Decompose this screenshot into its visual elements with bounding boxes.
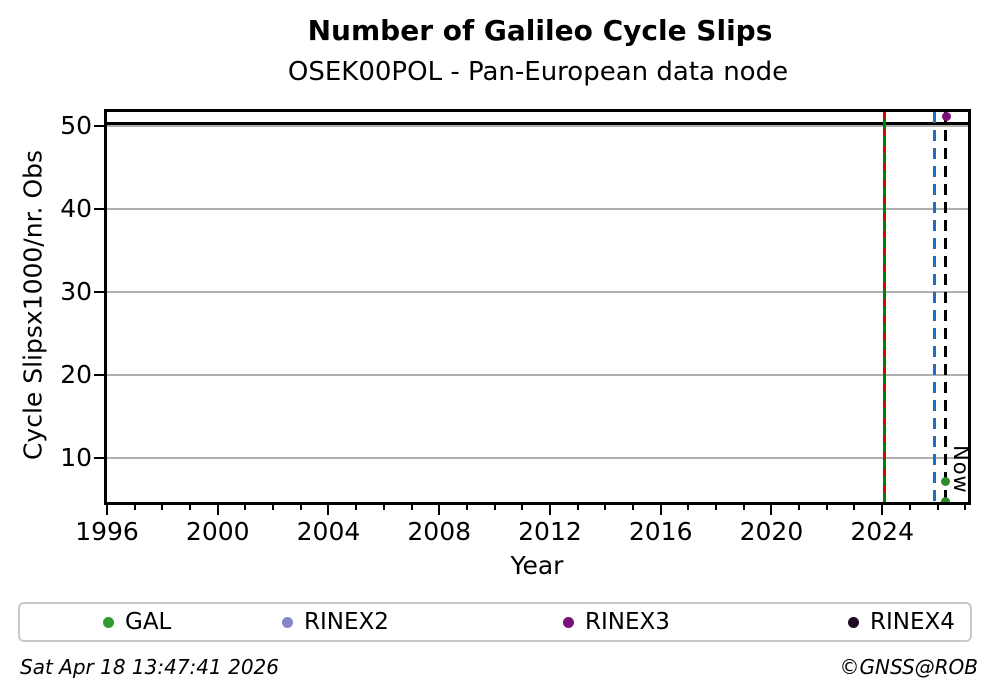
legend-label: RINEX2 (304, 609, 389, 635)
x-minor-tick-mark (272, 504, 275, 510)
x-minor-tick-mark (604, 504, 607, 510)
x-minor-tick-mark (244, 504, 247, 510)
plot-area (107, 112, 968, 502)
legend-marker-icon (848, 616, 859, 628)
x-minor-tick-mark (521, 504, 524, 510)
x-minor-tick-mark (576, 504, 579, 510)
x-minor-tick-mark (493, 504, 496, 510)
y-tick-mark (94, 374, 104, 377)
grid-line (107, 374, 968, 377)
y-tick-mark (94, 457, 104, 460)
x-minor-tick-mark (687, 504, 690, 510)
legend-marker-icon (563, 616, 574, 628)
data-point-gal (940, 476, 950, 486)
x-tick-label: 1996 (75, 517, 139, 546)
x-tick-mark (659, 504, 662, 515)
data-point-rinex3 (941, 112, 951, 122)
hline-series (107, 122, 968, 126)
y-tick-label: 10 (60, 443, 92, 473)
x-minor-tick-mark (161, 504, 164, 510)
chart-subtitle: OSEK00POL - Pan-European data node (287, 57, 789, 87)
x-tick-mark (548, 504, 551, 515)
grid-line (107, 125, 968, 128)
copyright-text: ©GNSS@ROB (839, 655, 979, 679)
x-tick-label: 2000 (185, 517, 250, 546)
y-tick-mark (94, 208, 104, 211)
x-tick-label: 2024 (850, 517, 914, 546)
y-tick-label: 50 (60, 111, 92, 141)
x-minor-tick-mark (410, 504, 413, 510)
vline-1a6fc0 (933, 112, 937, 502)
legend-item-rinex4: RINEX4 (848, 604, 955, 640)
x-minor-tick-mark (825, 504, 828, 510)
x-minor-tick-mark (355, 504, 358, 510)
x-tick-mark (438, 504, 441, 515)
legend-marker-icon (282, 616, 293, 628)
vline-dd0000 (882, 112, 886, 502)
y-tick-mark (94, 291, 104, 294)
y-tick-label: 40 (60, 194, 92, 224)
now-annotation: Now (949, 445, 973, 494)
legend-item-rinex2: RINEX2 (282, 604, 389, 640)
legend-label: GAL (125, 609, 172, 635)
x-minor-tick-mark (964, 504, 967, 510)
x-minor-tick-mark (715, 504, 718, 510)
legend-label: RINEX3 (585, 609, 670, 635)
x-tick-mark (327, 504, 330, 515)
x-tick-label: 2004 (296, 517, 361, 546)
x-minor-tick-mark (133, 504, 136, 510)
x-minor-tick-mark (742, 504, 745, 510)
y-tick-label: 20 (60, 360, 92, 390)
x-tick-mark (106, 504, 108, 515)
x-minor-tick-mark (189, 504, 192, 510)
grid-line (107, 291, 968, 294)
x-tick-label: 2016 (628, 517, 693, 546)
timestamp-text: Sat Apr 18 13:47:41 2026 (20, 655, 279, 679)
data-point-gal (940, 496, 950, 502)
x-axis-label: Year (510, 551, 564, 580)
legend-item-gal: GAL (103, 604, 171, 640)
x-tick-label: 2020 (739, 517, 804, 546)
legend: GAL RINEX2 RINEX3 RINEX4 (18, 602, 972, 642)
y-tick-label: 30 (60, 277, 92, 307)
legend-label: RINEX4 (870, 609, 955, 635)
x-minor-tick-mark (936, 504, 939, 510)
vline-now (944, 112, 948, 502)
x-minor-tick-mark (798, 504, 801, 510)
x-minor-tick-mark (382, 504, 385, 510)
legend-item-rinex3: RINEX3 (563, 604, 670, 640)
legend-marker-icon (103, 616, 114, 628)
x-tick-mark (770, 504, 773, 515)
x-minor-tick-mark (465, 504, 468, 510)
grid-line (107, 457, 968, 460)
x-tick-mark (216, 504, 219, 515)
chart-title: Number of Galileo Cycle Slips (307, 14, 773, 47)
x-minor-tick-mark (908, 504, 911, 510)
x-tick-mark (881, 504, 884, 515)
x-tick-label: 2008 (407, 517, 472, 546)
grid-line (107, 208, 968, 211)
y-tick-mark (94, 125, 104, 128)
x-minor-tick-mark (632, 504, 634, 510)
x-minor-tick-mark (299, 504, 302, 510)
x-tick-label: 2012 (518, 517, 582, 546)
x-minor-tick-mark (853, 504, 856, 510)
